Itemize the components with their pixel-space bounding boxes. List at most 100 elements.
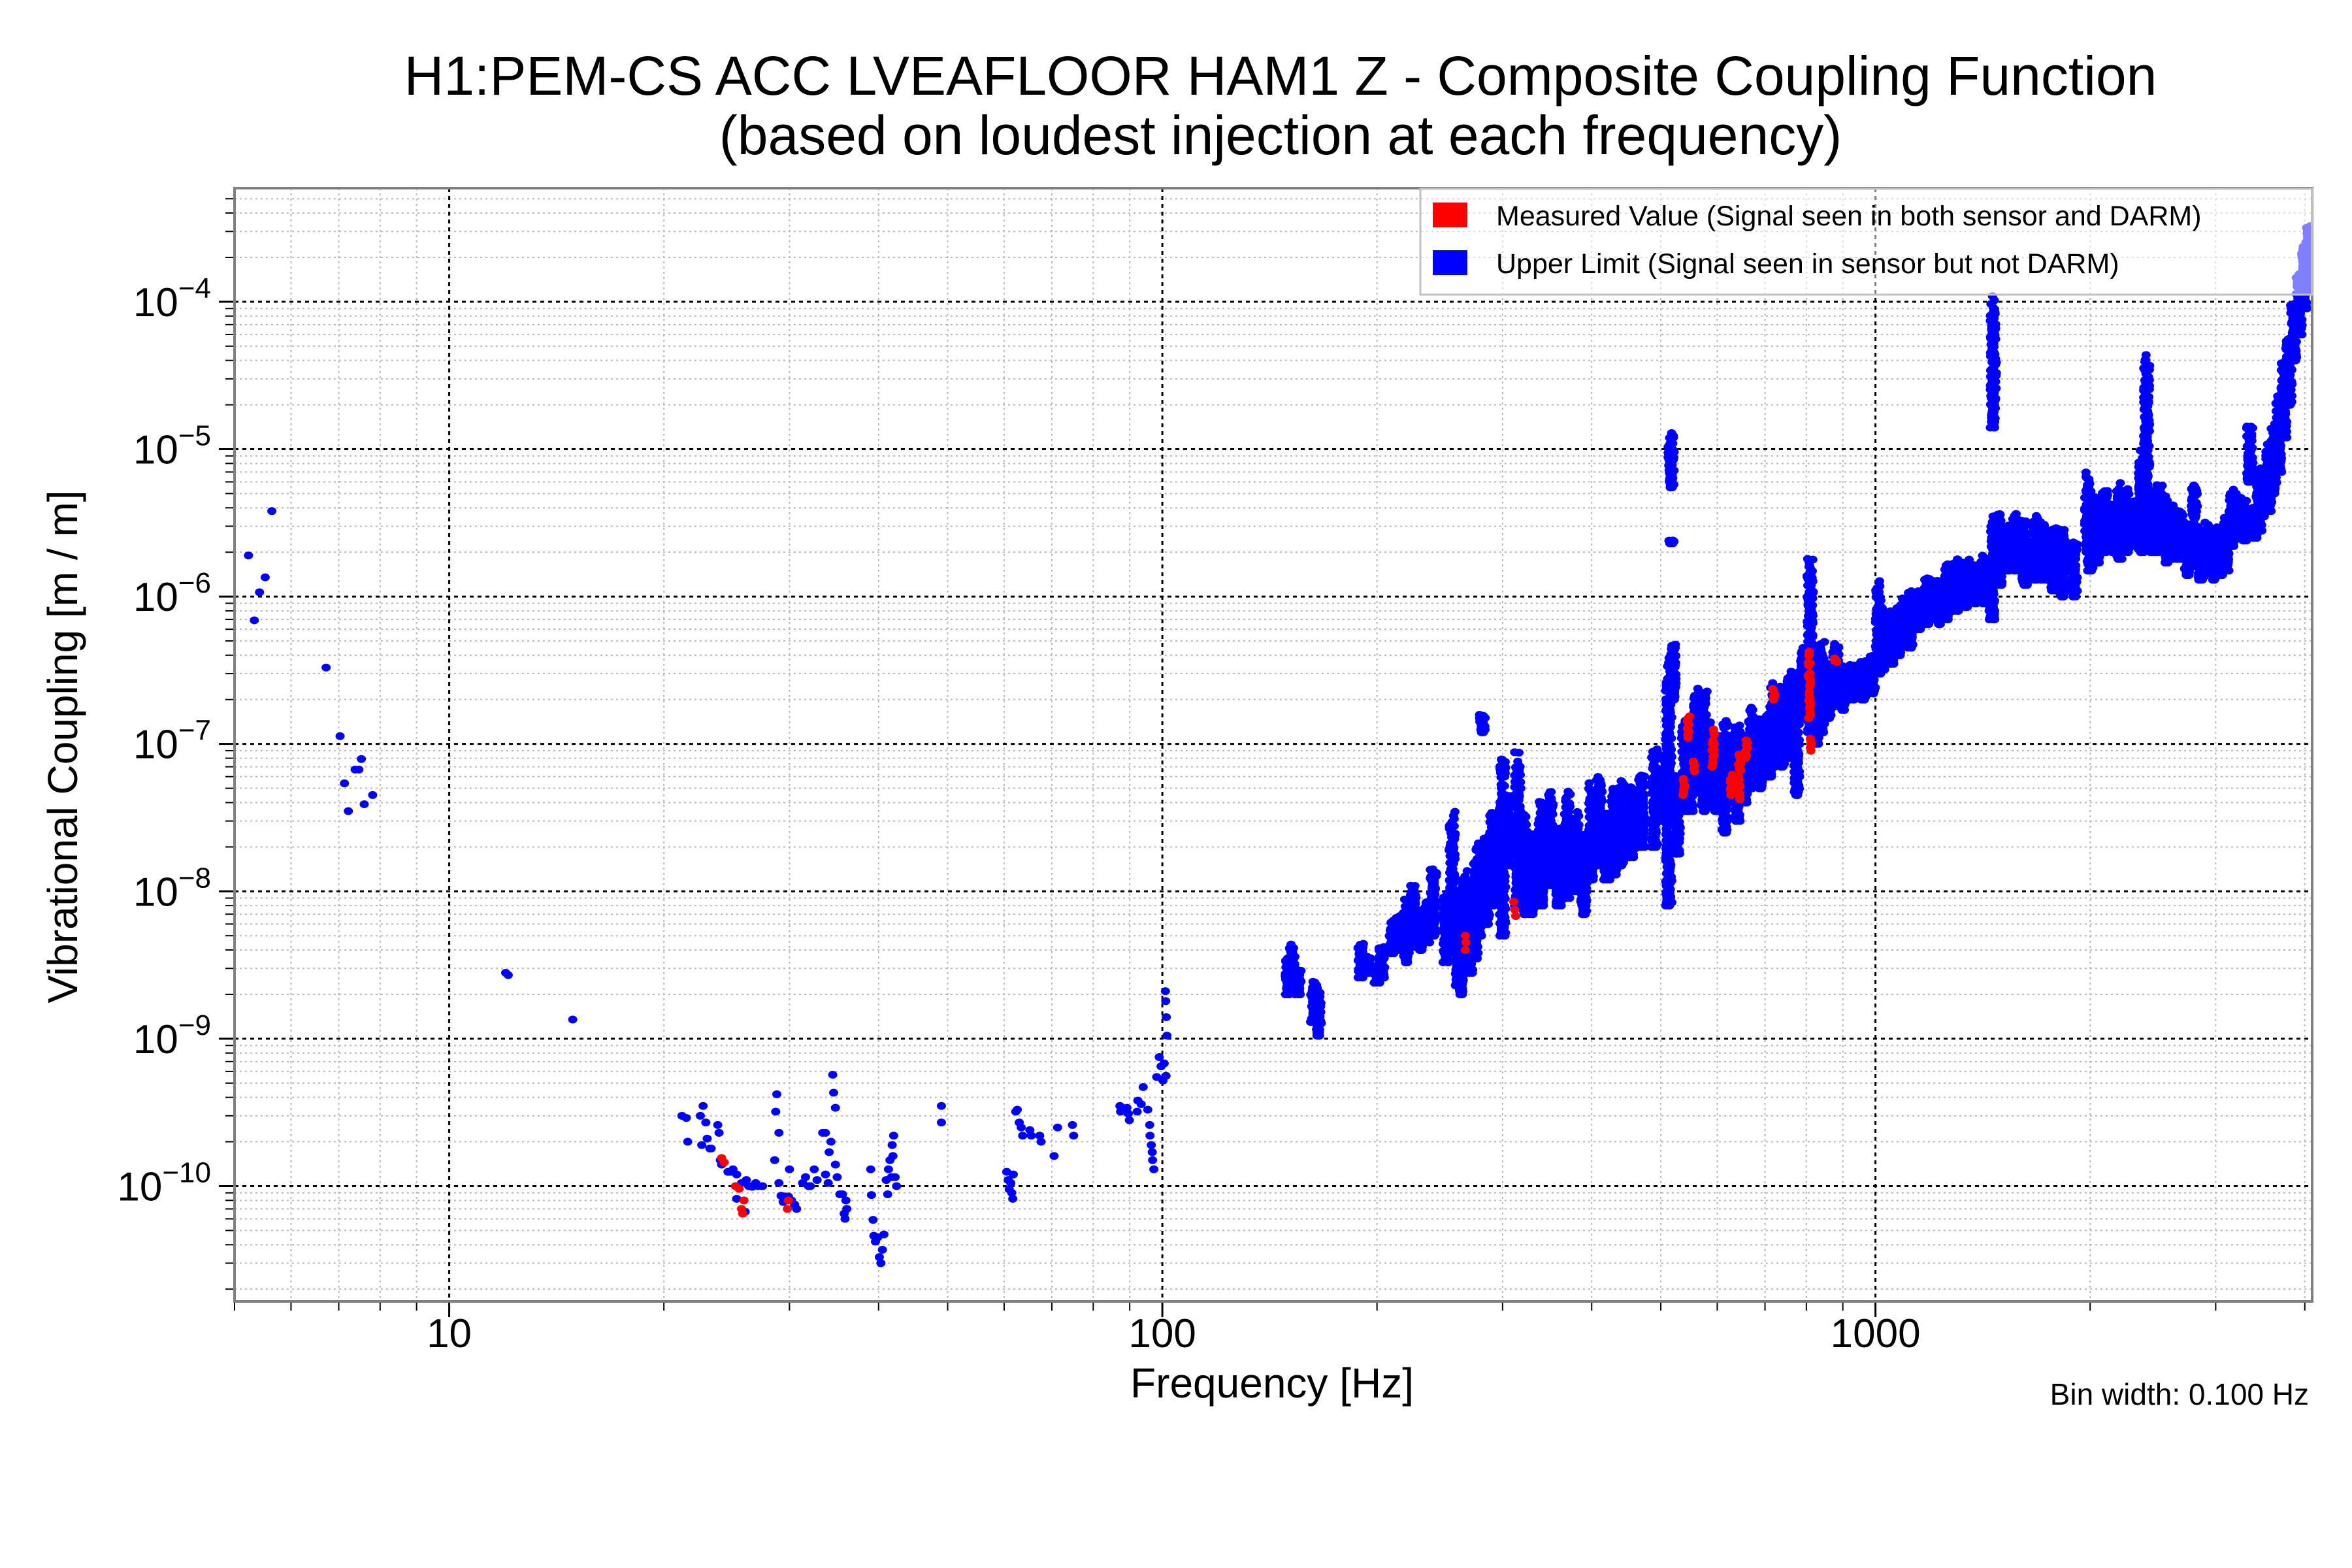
data-point [732, 1170, 742, 1179]
data-point [1565, 802, 1575, 811]
data-point [1448, 864, 1458, 873]
data-point [883, 1190, 892, 1198]
data-point [830, 1160, 840, 1169]
data-point [321, 663, 331, 672]
data-point [250, 616, 259, 625]
data-point [1145, 1132, 1155, 1140]
data-point [1500, 772, 1510, 781]
data-point [1665, 718, 1675, 727]
data-point [1124, 1116, 1134, 1124]
data-point [876, 1259, 886, 1267]
data-point [1701, 694, 1710, 702]
data-point [936, 1119, 946, 1127]
data-point [1316, 1008, 1326, 1017]
data-point [1161, 997, 1171, 1005]
data-point [1449, 844, 1459, 853]
data-point [1430, 884, 1440, 892]
data-point [879, 1230, 889, 1239]
data-point [936, 1102, 946, 1110]
data-point [1143, 1105, 1152, 1114]
data-point [1516, 778, 1526, 787]
data-point [1520, 819, 1530, 827]
data-point [1596, 789, 1606, 797]
data-point [1365, 954, 1375, 962]
data-point [1116, 1107, 1126, 1116]
data-point [1498, 764, 1508, 772]
data-point [1409, 889, 1419, 898]
grid-major [235, 188, 2312, 1301]
data-point [1148, 1156, 1158, 1164]
data-point [1006, 1179, 1016, 1187]
data-point [823, 1179, 833, 1187]
data-point [1429, 896, 1439, 904]
data-point [706, 1144, 716, 1152]
data-point [244, 551, 253, 560]
data-point [825, 1148, 834, 1156]
data-point [1132, 1107, 1142, 1116]
data-point [1124, 1109, 1134, 1118]
data-point [714, 1128, 724, 1137]
data-point [792, 1205, 802, 1213]
data-point [354, 765, 364, 774]
data-point [1017, 1123, 1026, 1132]
data-point [681, 1114, 691, 1122]
data-point [1122, 1103, 1132, 1112]
data-point [335, 732, 345, 740]
data-point [1431, 868, 1441, 877]
data-point [870, 1237, 880, 1246]
data-point [1008, 1170, 1018, 1179]
data-point [821, 1170, 830, 1179]
data-point [1008, 1194, 1018, 1203]
data-point [809, 1165, 819, 1173]
data-point [1429, 909, 1439, 917]
data-point [1410, 882, 1420, 890]
data-point [821, 1128, 830, 1137]
data-point [832, 1173, 842, 1181]
axis-ticks [219, 198, 2306, 1317]
data-point [344, 807, 353, 815]
data-point [1159, 1059, 1169, 1068]
data-point [698, 1102, 708, 1110]
data-point [1136, 1100, 1146, 1108]
data-point [713, 1120, 723, 1129]
data-point [888, 1152, 898, 1160]
data-point [1669, 432, 1678, 440]
data-point [1358, 939, 1368, 948]
data-point [866, 1191, 876, 1200]
data-point [1138, 1083, 1148, 1091]
data-point [830, 1103, 840, 1112]
data-point [340, 779, 350, 788]
data-point [1667, 734, 1676, 743]
data-point [892, 1182, 902, 1190]
data-point [1449, 822, 1459, 830]
data-point [1378, 949, 1388, 957]
data-point [1499, 782, 1509, 791]
data-point [877, 1245, 887, 1254]
data-point [359, 800, 369, 808]
data-point [1154, 1053, 1164, 1062]
data-point [732, 1194, 742, 1203]
data-point [697, 1141, 707, 1149]
data-point [503, 971, 513, 979]
data-point [1049, 1152, 1059, 1160]
data-point [1036, 1137, 1046, 1146]
data-point [1665, 706, 1675, 714]
data-point [267, 507, 277, 515]
data-point [1068, 1120, 1077, 1129]
data-point [1161, 1071, 1171, 1080]
data-point [1596, 781, 1606, 790]
data-point [701, 1119, 711, 1127]
data-point [771, 1107, 781, 1116]
data-point [1702, 687, 1712, 696]
data-point [1296, 966, 1306, 975]
data-point [702, 1134, 712, 1143]
chart-subtitle: (based on loudest injection at each freq… [719, 105, 1842, 166]
data-point [1639, 790, 1649, 798]
data-point [866, 1165, 875, 1173]
data-point [568, 1015, 578, 1024]
data-point [1149, 1165, 1159, 1173]
data-point [260, 573, 270, 581]
data-point [1450, 808, 1460, 816]
data-point [1478, 711, 1488, 720]
